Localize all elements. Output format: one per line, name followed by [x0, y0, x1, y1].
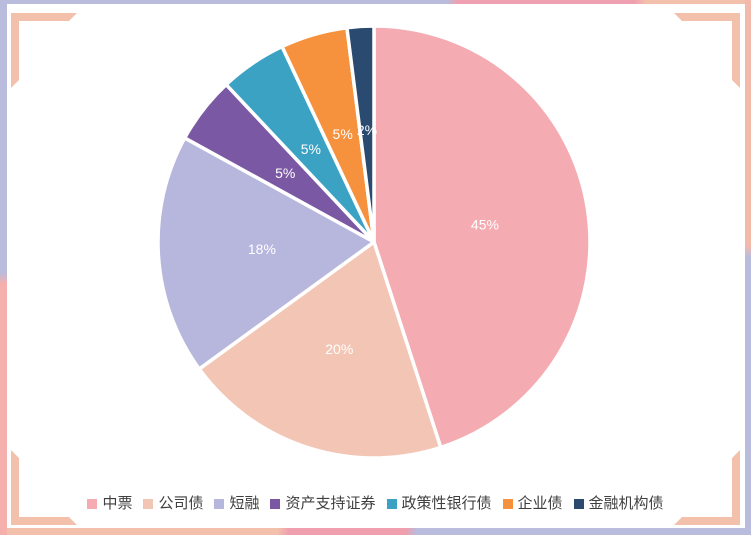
legend-item-2: 短融	[214, 496, 259, 511]
pie-data-label-2: 18%	[248, 241, 276, 257]
frame-border-right	[745, 0, 751, 535]
legend-item-5: 企业债	[502, 495, 563, 512]
legend-swatch-icon	[143, 498, 154, 509]
legend-item-6: 金融机构债	[573, 495, 664, 512]
legend-swatch-icon	[270, 498, 281, 509]
frame-border-left	[0, 0, 7, 535]
legend-label: 资产支持证券	[285, 495, 376, 512]
legend-label: 中票	[102, 495, 133, 512]
legend-label: 短融	[229, 495, 260, 512]
pie-data-label-0: 45%	[471, 216, 499, 232]
legend-label: 企业债	[517, 495, 563, 512]
frame-border-top	[0, 0, 751, 4]
legend-swatch-icon	[87, 498, 98, 509]
pie-data-label-3: 5%	[275, 165, 295, 181]
legend-label: 政策性银行债	[401, 495, 492, 512]
legend-swatch-icon	[214, 498, 225, 509]
pie-data-label-5: 5%	[333, 126, 353, 142]
legend-swatch-icon	[502, 498, 513, 509]
chart-legend: 中票 公司债 短融 资产支持证券 政策性银行债 企业债 金融机构债	[0, 496, 751, 511]
pie-slice-0	[372, 24, 592, 450]
pie-slice-6	[345, 24, 376, 244]
legend-item-0: 中票	[87, 496, 132, 511]
pie-data-label-1: 20%	[325, 341, 353, 357]
legend-swatch-icon	[573, 498, 584, 509]
legend-swatch-icon	[386, 498, 397, 509]
legend-item-1: 公司债	[143, 496, 203, 511]
pie-data-label-4: 5%	[301, 141, 321, 157]
legend-item-3: 资产支持证券	[270, 495, 376, 512]
pie-slice-2	[156, 136, 376, 371]
legend-label: 金融机构债	[588, 495, 664, 512]
legend-label: 公司债	[158, 495, 204, 512]
pie-data-label-6: 2%	[357, 122, 377, 138]
pie-slice-1	[197, 240, 443, 460]
frame-border-bottom	[0, 528, 751, 535]
legend-item-4: 政策性银行债	[386, 495, 492, 512]
